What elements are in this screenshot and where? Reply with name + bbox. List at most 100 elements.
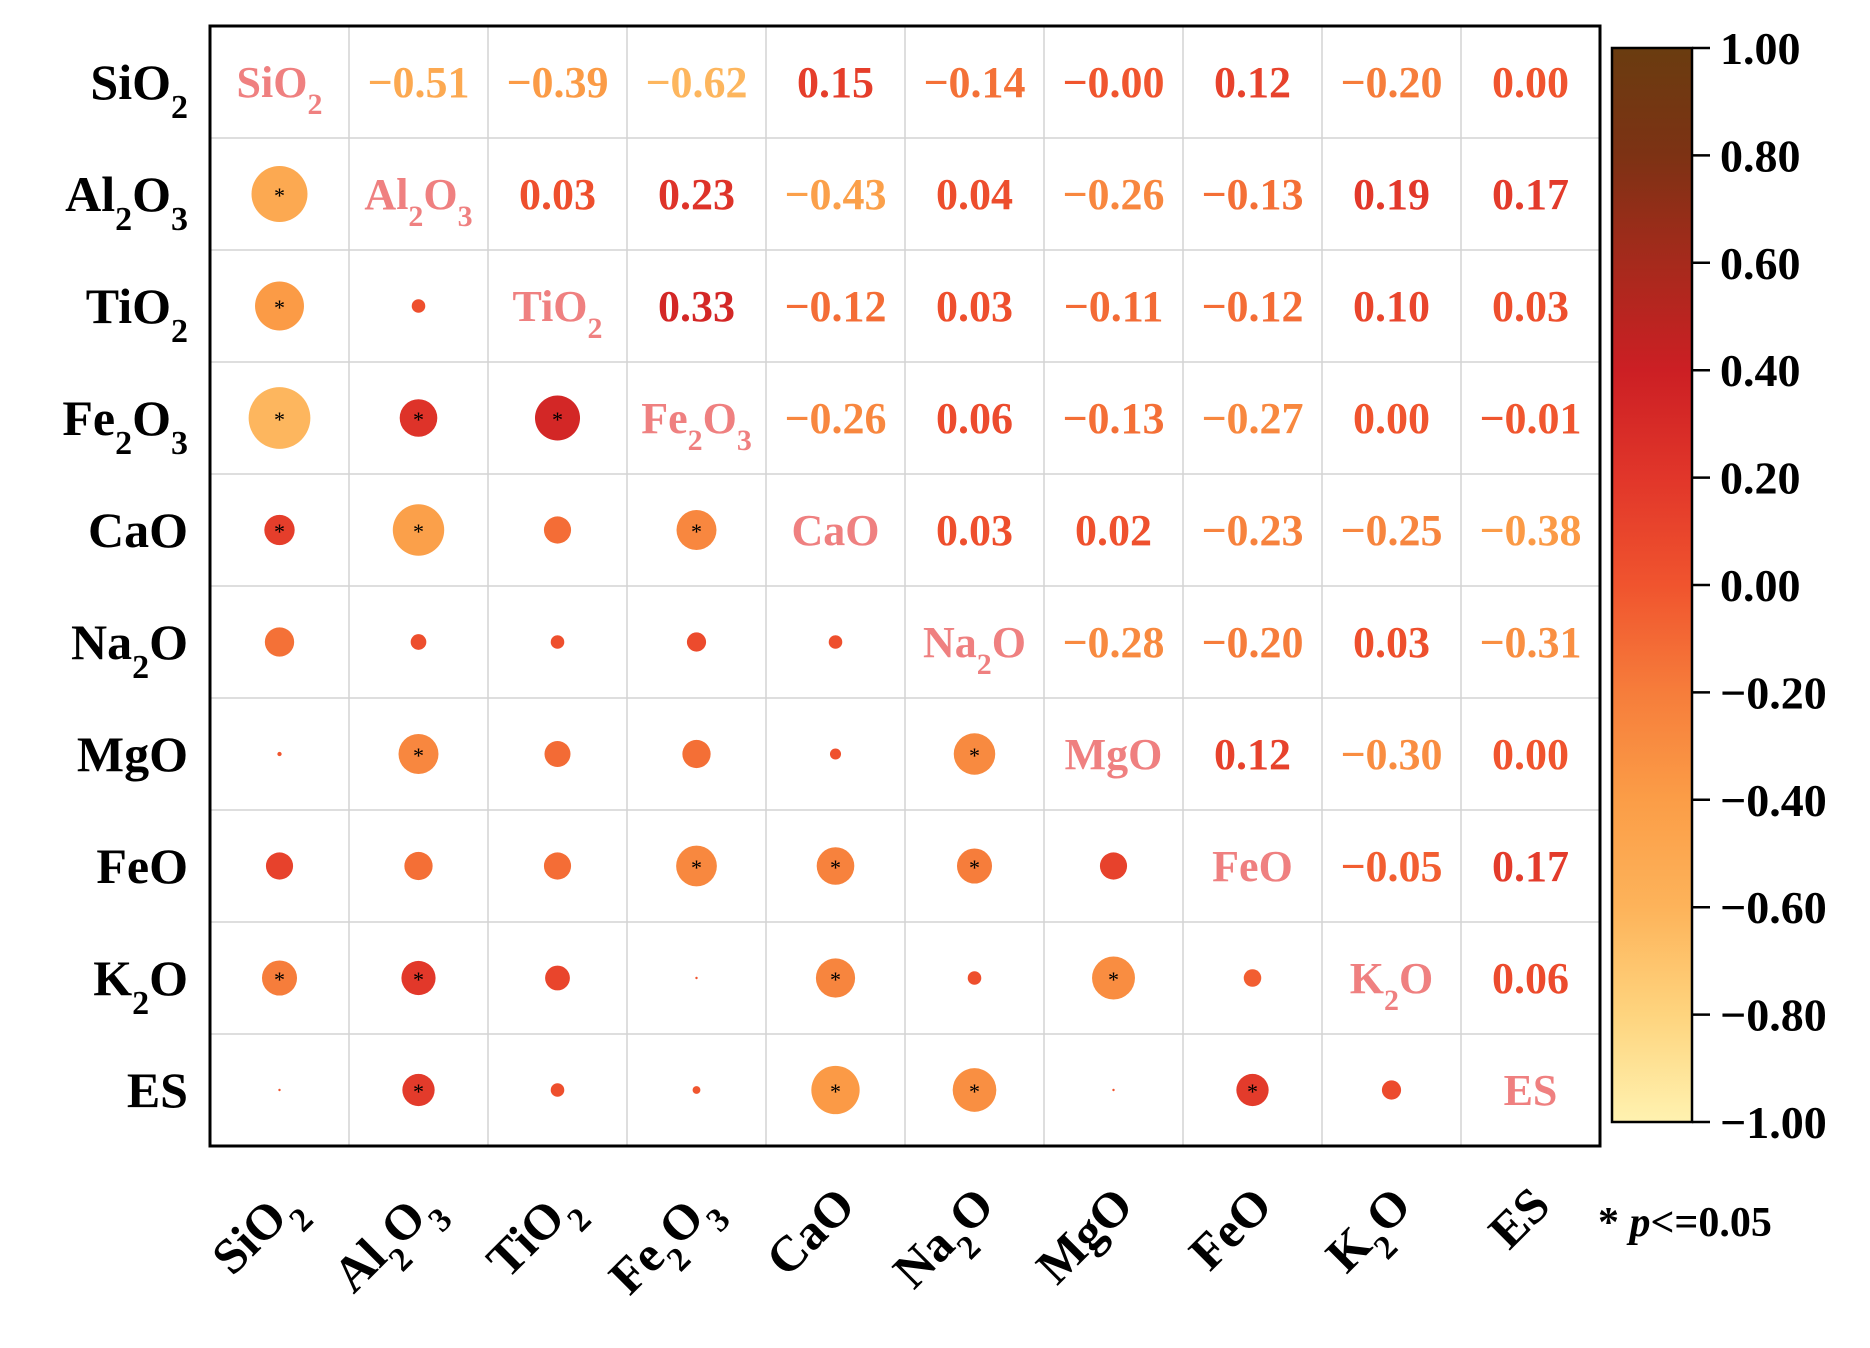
significance-star: * bbox=[969, 1079, 980, 1104]
coef-label: −0.00 bbox=[1062, 58, 1164, 107]
row-label-k2o: K2O bbox=[93, 950, 188, 1022]
column-label-cao: CaO bbox=[755, 1176, 865, 1286]
row-label-cao: CaO bbox=[88, 502, 188, 558]
corr-circle bbox=[1112, 1088, 1115, 1092]
corr-circle bbox=[401, 960, 436, 996]
corr-circle bbox=[956, 848, 993, 884]
coef-label: 0.17 bbox=[1492, 842, 1569, 891]
corr-circle bbox=[544, 740, 571, 768]
corr-circle bbox=[398, 734, 439, 774]
significance-star: * bbox=[274, 967, 285, 992]
coef-label: 0.12 bbox=[1214, 730, 1291, 779]
diagonal-label-na2o: Na2O bbox=[923, 618, 1026, 681]
diagonal-label-k2o: K2O bbox=[1350, 954, 1433, 1017]
corr-circle bbox=[392, 504, 445, 556]
corr-circle bbox=[829, 748, 842, 760]
significance-star: * bbox=[274, 295, 285, 320]
coef-label: 0.00 bbox=[1492, 58, 1569, 107]
corr-circle bbox=[404, 851, 433, 881]
column-label-tio2: TiO2 bbox=[475, 1176, 598, 1299]
coef-label: 0.04 bbox=[936, 170, 1013, 219]
colorbar: 1.00 0.80 0.60 0.40 0.20 0.00 −0.20 −0.40 −0.60 −… bbox=[1610, 23, 1827, 1148]
coef-label: 0.33 bbox=[658, 282, 735, 331]
coef-label: −0.23 bbox=[1201, 506, 1303, 555]
column-label-k2o: K2O bbox=[1315, 1176, 1433, 1294]
significance-star: * bbox=[830, 967, 841, 992]
coef-label: −0.39 bbox=[506, 58, 608, 107]
grid-lines bbox=[210, 26, 1600, 1146]
row-label-tio2: TiO2 bbox=[86, 278, 188, 350]
coef-label: −0.43 bbox=[784, 170, 886, 219]
coef-label: −0.30 bbox=[1340, 730, 1442, 779]
significance-note: * p<=0.05 bbox=[1598, 1200, 1772, 1246]
corr-circle bbox=[255, 281, 304, 331]
corr-circle bbox=[952, 1068, 997, 1112]
corr-circle bbox=[1092, 956, 1135, 1000]
diagonal-label-fe2o3: Fe2O3 bbox=[641, 394, 752, 457]
corr-circle bbox=[1243, 969, 1262, 987]
significance-star: * bbox=[552, 407, 563, 432]
colorbar-tick-label: −0.60 bbox=[1720, 882, 1827, 933]
colorbar-tick-label: 0.40 bbox=[1720, 345, 1801, 396]
corr-circle bbox=[686, 632, 707, 652]
row-label-si: SiO2 bbox=[90, 54, 188, 126]
colorbar-tick-label: 0.00 bbox=[1720, 560, 1801, 611]
diagonal-label-al2o3: Al2O3 bbox=[364, 170, 472, 233]
coef-label: 0.10 bbox=[1353, 282, 1430, 331]
corr-circle bbox=[545, 965, 570, 991]
significance-star: * bbox=[413, 967, 424, 992]
coef-label: 0.19 bbox=[1353, 170, 1430, 219]
coef-label: −0.13 bbox=[1201, 170, 1303, 219]
significance-star: * bbox=[830, 855, 841, 880]
colorbar-bar bbox=[1610, 46, 1694, 1124]
corr-circle bbox=[815, 958, 856, 998]
corr-circle bbox=[550, 1083, 565, 1097]
coef-label: −0.31 bbox=[1479, 618, 1581, 667]
corr-circle bbox=[1381, 1080, 1402, 1100]
row-label-fe2o3: Fe2O3 bbox=[62, 390, 188, 462]
corr-circle bbox=[543, 516, 572, 544]
significance-star: * bbox=[691, 519, 702, 544]
significance-star: * bbox=[413, 407, 424, 432]
diagonal-label-si: SiO2 bbox=[237, 58, 323, 121]
row-label-es: ES bbox=[127, 1062, 188, 1118]
coef-label: 0.02 bbox=[1075, 506, 1152, 555]
corr-circle bbox=[967, 971, 982, 985]
corr-circle bbox=[264, 627, 295, 657]
corr-circle bbox=[410, 634, 427, 650]
column-label-feo: FeO bbox=[1178, 1176, 1282, 1280]
corr-circle bbox=[248, 387, 311, 449]
coef-label: −0.62 bbox=[645, 58, 747, 107]
corr-circle bbox=[695, 976, 698, 980]
coef-label: 0.03 bbox=[936, 506, 1013, 555]
coef-label: −0.26 bbox=[1062, 170, 1164, 219]
corr-circle bbox=[402, 1073, 435, 1107]
corr-circle bbox=[264, 514, 295, 546]
coef-label: −0.14 bbox=[923, 58, 1025, 107]
significance-star: * bbox=[691, 855, 702, 880]
significance-star: * bbox=[1247, 1079, 1258, 1104]
corr-circle bbox=[1236, 1073, 1269, 1107]
coef-label: 0.00 bbox=[1353, 394, 1430, 443]
corr-circle bbox=[676, 510, 717, 550]
corr-circle bbox=[692, 1086, 701, 1094]
corr-circle bbox=[953, 733, 996, 775]
significance-star: * bbox=[413, 1079, 424, 1104]
row-label-na2o: Na2O bbox=[71, 614, 188, 686]
row-label-mgo: MgO bbox=[77, 726, 188, 782]
column-label-na2o: Na2O bbox=[882, 1176, 1015, 1309]
significance-star: * bbox=[274, 519, 285, 544]
column-label-al2o3: Al2O3 bbox=[322, 1176, 459, 1313]
coef-label: 0.23 bbox=[658, 170, 735, 219]
corr-circle bbox=[1099, 852, 1128, 880]
corr-circle bbox=[811, 1065, 860, 1115]
coef-label: 0.03 bbox=[519, 170, 596, 219]
coef-label: −0.51 bbox=[367, 58, 469, 107]
plot-frame bbox=[208, 24, 1602, 1148]
coef-label: −0.20 bbox=[1340, 58, 1442, 107]
coef-label: −0.38 bbox=[1479, 506, 1581, 555]
colorbar-tick-label: −0.20 bbox=[1720, 667, 1827, 718]
column-label-mgo: MgO bbox=[1025, 1176, 1143, 1294]
colorbar-tick-label: 1.00 bbox=[1720, 23, 1801, 74]
corr-circle bbox=[682, 739, 711, 769]
